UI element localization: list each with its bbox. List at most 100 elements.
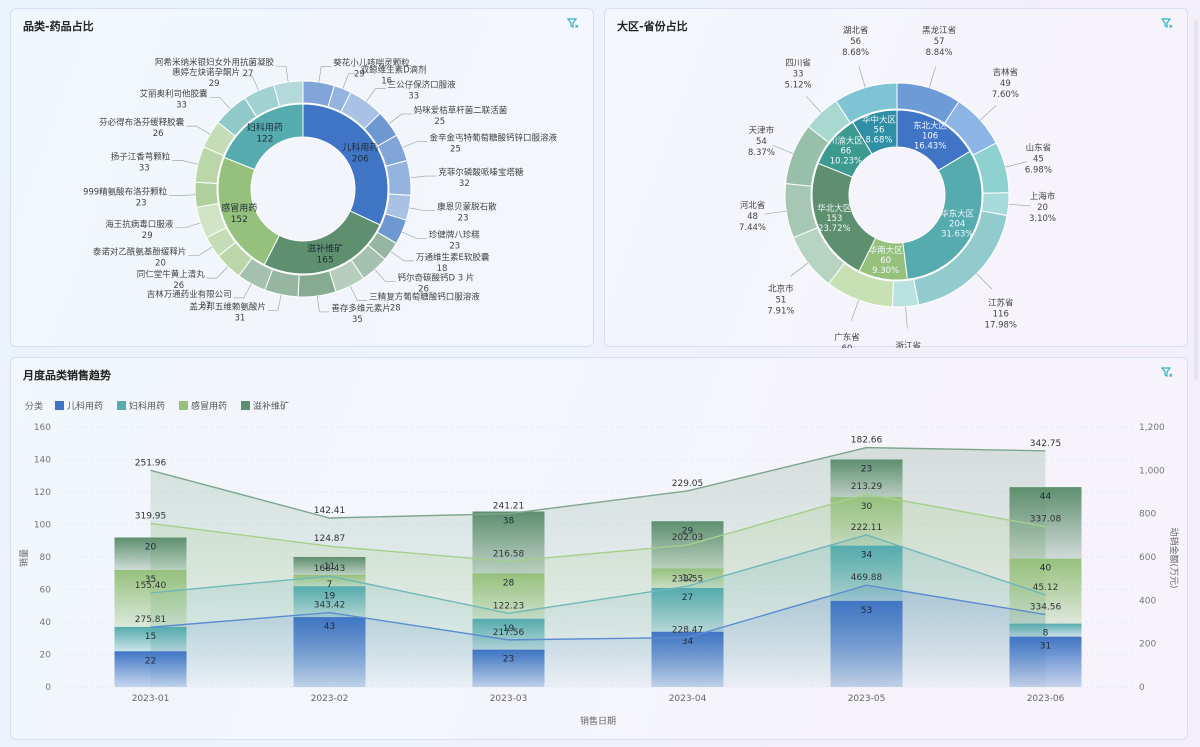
slice-value: 56 [874, 125, 885, 135]
y2-tick: 800 [1139, 510, 1156, 520]
leader-line [402, 140, 428, 148]
outer-value: 20 [155, 259, 166, 269]
legend-swatch [117, 401, 126, 410]
slice-value: 106 [922, 132, 938, 142]
line-value: 251.96 [135, 458, 167, 468]
bar-value: 53 [861, 606, 872, 616]
outer-label: 河北省 [740, 200, 766, 211]
bar-value: 28 [503, 578, 515, 588]
bar-value: 8 [1043, 629, 1049, 639]
y2-tick: 1,000 [1139, 466, 1165, 476]
outer-label: 阿希米纳米银妇女外用抗菌凝胶 [155, 57, 275, 68]
outer-value: 49 [1000, 79, 1011, 89]
y-tick: 80 [40, 553, 52, 563]
outer-value: 29 [142, 231, 153, 241]
leader-line [410, 175, 437, 179]
outer-value: 56 [850, 37, 861, 47]
line-value: 233.55 [672, 574, 704, 584]
panel-title: 月度品类销售趋势 [23, 369, 111, 382]
bar-value: 20 [145, 543, 157, 553]
y2-tick: 0 [1139, 683, 1145, 693]
outer-value: 54 [756, 137, 767, 147]
slice-value: 60 [880, 256, 891, 266]
leader-line [790, 262, 809, 277]
x-tick: 2023-04 [669, 694, 707, 704]
bar-segment [293, 574, 366, 587]
leader-line [401, 231, 427, 239]
line-value: 168.43 [314, 564, 346, 574]
line-value: 342.75 [1030, 439, 1062, 449]
line-value: 334.56 [1030, 603, 1062, 613]
outer-label: 吉林万通药业有限公司 [147, 289, 232, 300]
outer-value: 45 [1033, 155, 1044, 165]
bar-segment [830, 600, 903, 687]
line-value: 241.21 [493, 502, 525, 512]
leader-line [772, 144, 794, 154]
outer-label: 北京市 [768, 284, 794, 295]
slice-label: 华中大区 [862, 114, 897, 125]
outer-value: 32 [459, 179, 470, 189]
inner-slice [852, 109, 898, 155]
filter-icon[interactable] [567, 17, 579, 29]
slice-pct: 16.43% [914, 142, 946, 152]
legend-swatch [241, 401, 250, 410]
outer-label: 999精氨酸布洛芬颗粒 [83, 187, 168, 198]
outer-label: 惠婷左炔诺孕酮片 [172, 67, 240, 78]
bar-value: 27 [682, 593, 693, 603]
line-value: 122.23 [493, 601, 525, 611]
leader-line [267, 294, 282, 311]
outer-label: 克菲尔磷酸哌嗪宝塔糖 [438, 167, 524, 178]
slice-value: 152 [231, 215, 248, 225]
y-tick: 140 [34, 456, 51, 466]
page-scrollbar[interactable] [1194, 20, 1198, 380]
outer-value: 29 [209, 79, 220, 89]
outer-value: 23 [449, 241, 460, 251]
filter-icon[interactable] [1161, 17, 1173, 29]
line-value: 124.87 [314, 534, 346, 544]
inner-slice [223, 103, 304, 171]
outer-value: 20 [1037, 203, 1048, 213]
bar-value: 19 [503, 624, 515, 634]
filter-icon[interactable] [1161, 366, 1173, 378]
outer-label: 善存多维元素片 [331, 303, 391, 314]
leader-line [349, 285, 368, 301]
outer-value: 16 [381, 77, 392, 87]
bar-value: 34 [861, 551, 873, 561]
outer-label: 康恩贝蒙脱石散 [437, 202, 497, 213]
bar-value: 31 [1040, 642, 1051, 652]
slice-label: 滋补维矿 [307, 242, 343, 254]
y-tick: 100 [34, 521, 51, 531]
slice-value: 204 [949, 219, 965, 229]
outer-value: 33 [408, 92, 419, 102]
outer-value: 23 [136, 199, 147, 209]
leader-line [858, 66, 866, 88]
bar-value: 30 [861, 502, 873, 512]
y2-tick: 400 [1139, 596, 1156, 606]
y2-tick: 600 [1139, 553, 1156, 563]
leader-line [979, 104, 997, 121]
x-tick: 2023-02 [311, 694, 349, 704]
outer-label: 广东省 [834, 332, 860, 343]
outer-value: 26 [173, 281, 184, 291]
x-tick: 2023-03 [490, 694, 528, 704]
line-value: 337.08 [1030, 515, 1062, 525]
slice-label: 儿科用药 [342, 141, 378, 153]
bar-segment [114, 570, 187, 627]
leader-line [276, 65, 289, 83]
outer-label: 三精复方葡萄糖酸钙口服溶液 [369, 291, 480, 302]
drug-share-panel: 品类-药品占比 儿科用药 206 滋补维矿 165 感冒用药 152 妇科用药 122 葵花小儿… [10, 8, 594, 347]
outer-pct: 7.60% [992, 90, 1019, 100]
outer-value: 27 [243, 69, 254, 79]
legend-swatch [55, 401, 64, 410]
leader-line [342, 73, 359, 89]
bar-segment [1009, 623, 1082, 637]
slice-label: 感冒用药 [221, 202, 257, 214]
panel-title: 大区-省份占比 [617, 20, 688, 33]
outer-pct: 7.44% [739, 223, 766, 233]
outer-label: 黑龙江省 [922, 25, 957, 36]
bar-segment [114, 651, 187, 687]
leader-line [850, 300, 860, 322]
slice-label: 川渝大区 [829, 136, 864, 147]
trend-line [150, 446, 1046, 519]
bar-value: 43 [324, 622, 335, 632]
